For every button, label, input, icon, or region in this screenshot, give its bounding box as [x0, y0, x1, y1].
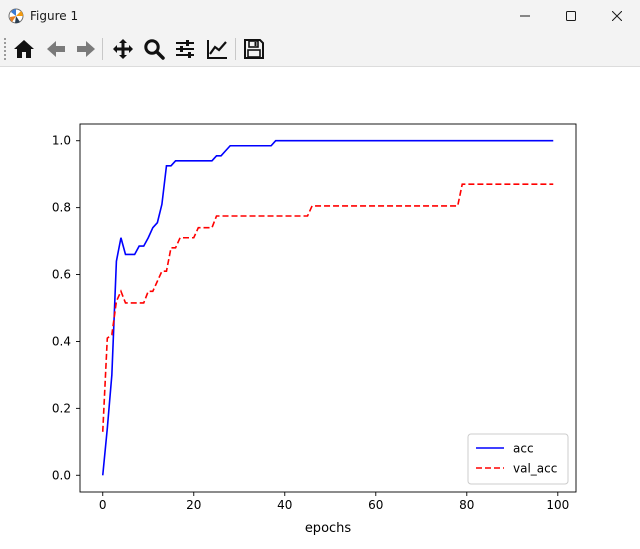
save-button[interactable] — [241, 36, 267, 62]
legend-label-val_acc: val_acc — [513, 462, 557, 476]
home-button[interactable] — [11, 36, 37, 62]
x-tick-label: 20 — [186, 498, 201, 512]
close-button[interactable] — [594, 0, 640, 32]
legend-label-acc: acc — [513, 442, 534, 456]
edit-axis-button[interactable] — [204, 36, 230, 62]
y-tick-label: 0.6 — [52, 268, 71, 282]
y-tick-label: 0.8 — [52, 201, 71, 215]
plot-area — [80, 124, 576, 492]
title-bar: Figure 1 — [0, 0, 640, 32]
edit-axis-icon — [207, 40, 227, 59]
zoom-icon — [144, 39, 165, 60]
maximize-icon — [566, 11, 576, 21]
x-tick-label: 100 — [546, 498, 569, 512]
navigation-toolbar — [0, 32, 640, 67]
line-chart[interactable]: 0 20 40 60 80 100 0.0 0.2 0.4 0.6 0.8 1.0 epochs ac… — [0, 67, 640, 545]
figure-canvas[interactable]: 0 20 40 60 80 100 0.0 0.2 0.4 0.6 0.8 1.0 epochs ac… — [0, 67, 640, 545]
toolbar-separator — [235, 38, 236, 60]
x-tick-label: 80 — [459, 498, 474, 512]
y-tick-label: 1.0 — [52, 134, 71, 148]
pan-button[interactable] — [110, 36, 136, 62]
matplotlib-logo-icon — [8, 8, 24, 24]
close-icon — [612, 11, 622, 21]
configure-subplots-icon — [176, 40, 194, 58]
back-icon — [47, 41, 65, 57]
back-button[interactable] — [43, 36, 69, 62]
x-tick-label: 0 — [99, 498, 107, 512]
legend — [467, 433, 569, 485]
forward-icon — [77, 41, 95, 57]
series-line-val_acc — [101, 183, 554, 432]
window-title: Figure 1 — [30, 9, 79, 23]
x-axis-label: epochs — [305, 521, 352, 536]
configure-subplots-button[interactable] — [172, 36, 198, 62]
toolbar-separator — [102, 38, 103, 60]
forward-button[interactable] — [73, 36, 99, 62]
maximize-button[interactable] — [548, 0, 594, 32]
toolbar-grip[interactable] — [4, 38, 8, 60]
pan-icon — [113, 39, 133, 59]
axes-frame — [79, 123, 577, 493]
x-tick-label: 40 — [277, 498, 292, 512]
save-icon — [244, 39, 264, 59]
home-icon — [14, 40, 34, 58]
y-tick-label: 0.0 — [52, 468, 71, 482]
x-tick-label: 60 — [368, 498, 383, 512]
y-tick-label: 0.4 — [52, 334, 71, 348]
y-tick-label: 0.2 — [52, 401, 71, 415]
minimize-icon — [520, 15, 530, 17]
series-line-acc — [101, 139, 554, 476]
minimize-button[interactable] — [502, 0, 548, 32]
zoom-button[interactable] — [141, 36, 167, 62]
